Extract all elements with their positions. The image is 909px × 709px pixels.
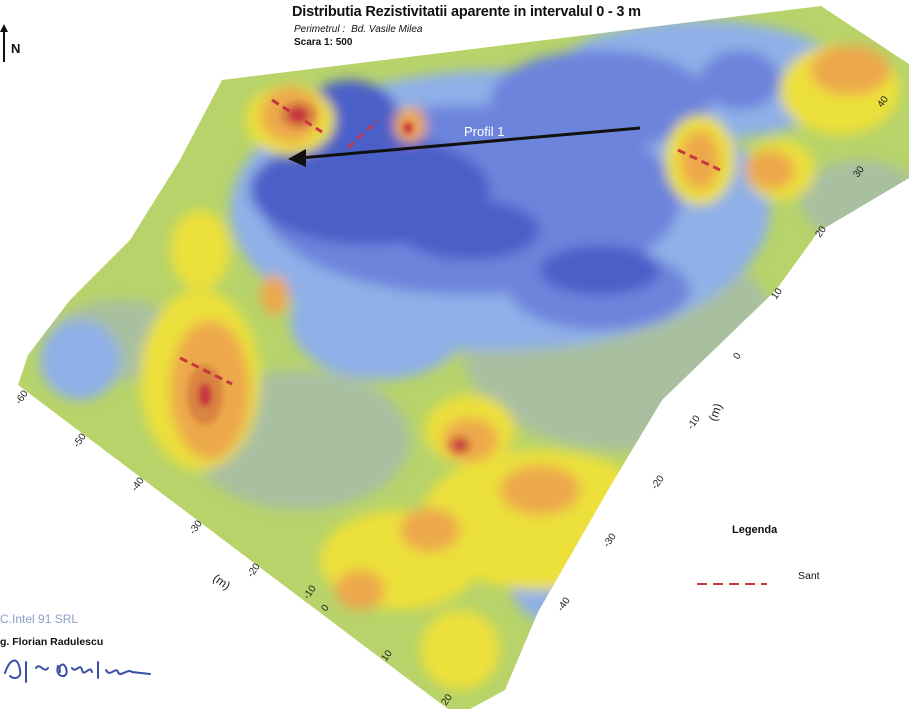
company-name: C.Intel 91 SRL <box>0 612 79 626</box>
right-tick: -40 <box>555 595 573 614</box>
perimeter-value: Bd. Vasile Milea <box>351 24 423 35</box>
right-axis-unit: (m) <box>706 401 725 423</box>
perimeter-line: Perimetrul : Bd. Vasile Milea <box>294 24 422 35</box>
map-title: Distributia Rezistivitatii aparente in i… <box>292 4 641 20</box>
north-label: N <box>11 41 21 56</box>
trench-lines <box>179 98 721 386</box>
profile-arrow <box>288 126 641 167</box>
right-tick: 0 <box>731 350 743 361</box>
right-tick: -20 <box>649 473 667 492</box>
legend-item-label: Sant <box>798 570 820 582</box>
trench-line <box>271 98 323 134</box>
signature-icon <box>0 648 170 688</box>
bottom-axis-unit: (m) <box>210 571 233 593</box>
profile-arrowhead-icon <box>288 149 306 167</box>
trench-line <box>179 356 233 386</box>
perimeter-label: Perimetrul : <box>294 24 346 35</box>
dashed-line-icon <box>697 574 767 585</box>
map-scale: Scara 1: 500 <box>294 37 353 48</box>
right-tick: -10 <box>685 413 703 432</box>
bottom-tick: 0 <box>319 602 331 613</box>
profile-arrow-line <box>299 126 641 160</box>
right-tick: -30 <box>601 531 619 550</box>
engineer-name: g. Florian Radulescu <box>0 636 104 648</box>
legend-title: Legenda <box>732 524 778 536</box>
profile-label: Profil 1 <box>464 124 504 139</box>
trench-line <box>347 119 379 149</box>
north-arrow-icon: N <box>0 24 30 64</box>
trench-line <box>677 148 721 172</box>
